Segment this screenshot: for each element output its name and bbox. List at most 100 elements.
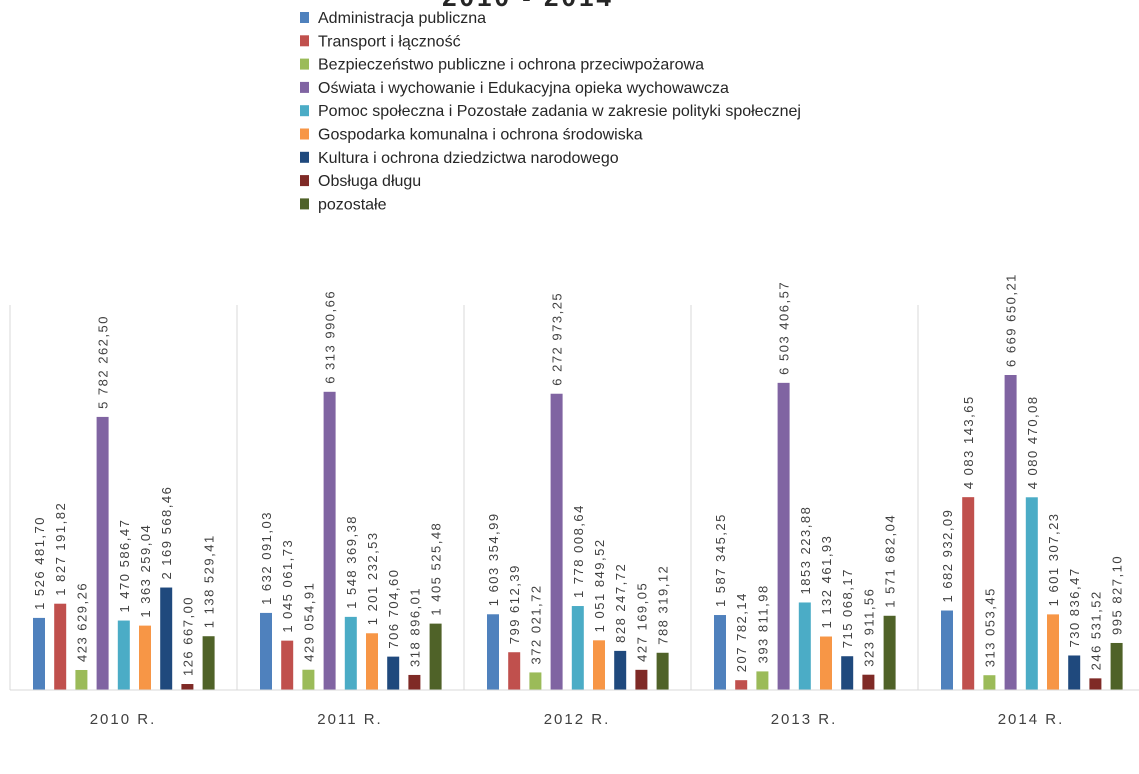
data-label: 1 571 682,04 bbox=[883, 514, 898, 608]
data-label: 788 319,12 bbox=[656, 565, 671, 645]
data-label: 1 470 586,47 bbox=[117, 519, 132, 613]
data-label: 715 068,17 bbox=[840, 568, 855, 648]
bar bbox=[1025, 497, 1038, 690]
bar bbox=[1047, 614, 1059, 690]
data-label: 1 601 307,23 bbox=[1046, 512, 1061, 606]
legend-entry: Gospodarka komunalna i ochrona środowisk… bbox=[318, 127, 643, 144]
bar bbox=[181, 684, 194, 690]
bar bbox=[883, 615, 896, 690]
value-labels: 1 526 481,70 1 827 191,82 423 629,26 5 782 … bbox=[32, 273, 1125, 676]
bar bbox=[1110, 642, 1123, 690]
data-label: 706 704,60 bbox=[386, 569, 401, 649]
bar bbox=[33, 617, 45, 690]
bar bbox=[550, 393, 563, 690]
bar bbox=[323, 391, 336, 690]
legend-swatch bbox=[300, 12, 309, 23]
data-label: 246 531,52 bbox=[1088, 590, 1103, 670]
bar bbox=[1004, 375, 1017, 690]
data-label: 4 080 470,08 bbox=[1025, 395, 1040, 489]
data-label: 1 587 345,25 bbox=[713, 513, 728, 607]
data-label: 423 629,26 bbox=[74, 582, 89, 662]
bar bbox=[1068, 655, 1081, 690]
data-label: 1 682 932,09 bbox=[940, 509, 955, 603]
bar bbox=[798, 602, 811, 690]
bar bbox=[983, 675, 996, 690]
data-label: 313 053,45 bbox=[982, 587, 997, 667]
data-label: 1 603 354,99 bbox=[486, 512, 501, 606]
bar bbox=[756, 671, 769, 690]
data-label: 6 313 990,66 bbox=[323, 290, 338, 384]
legend-swatch bbox=[300, 128, 309, 140]
bar bbox=[962, 497, 975, 690]
data-label: 318 896,01 bbox=[407, 587, 422, 667]
bar bbox=[160, 587, 173, 690]
legend-swatch bbox=[300, 151, 309, 163]
data-label: 372 021,72 bbox=[528, 584, 543, 664]
data-label: 828 247,72 bbox=[613, 563, 628, 643]
legend-swatch bbox=[300, 198, 309, 210]
bar bbox=[735, 680, 748, 690]
bar bbox=[366, 633, 378, 690]
data-label: 1 201 232,53 bbox=[365, 531, 380, 625]
bar bbox=[408, 674, 421, 690]
data-label: 1 405 525,48 bbox=[429, 522, 444, 616]
data-label: 1 827 191,82 bbox=[53, 502, 68, 596]
legend-entry: Transport i łączność bbox=[318, 33, 461, 50]
bar bbox=[529, 672, 542, 690]
category-label: 2014 R. bbox=[998, 711, 1065, 728]
bar bbox=[260, 612, 272, 690]
category-separators bbox=[9, 305, 919, 690]
legend-entry: Administracja publiczna bbox=[318, 10, 486, 27]
category-label: 2012 R. bbox=[544, 711, 611, 728]
data-label: 4 083 143,65 bbox=[961, 395, 976, 489]
legend-entry: Obsługa długu bbox=[318, 173, 421, 190]
bar bbox=[281, 640, 294, 690]
bar bbox=[614, 650, 627, 690]
data-label: 427 169,05 bbox=[634, 582, 649, 662]
bar bbox=[635, 669, 648, 690]
data-label: 207 782,14 bbox=[734, 592, 749, 672]
bar bbox=[344, 616, 357, 690]
bar bbox=[593, 640, 605, 690]
data-label: 1 363 259,04 bbox=[138, 524, 153, 618]
data-label: 6 503 406,57 bbox=[777, 281, 792, 375]
legend-swatch bbox=[300, 175, 309, 187]
data-label: 2 169 568,46 bbox=[159, 486, 174, 580]
category-labels: 2010 R. 2011 R. 2012 R. 2013 R. 2014 R. bbox=[90, 711, 1065, 728]
data-label: 1 045 061,73 bbox=[280, 539, 295, 633]
data-label: 1 132 461,93 bbox=[819, 535, 834, 629]
data-label: 995 827,10 bbox=[1110, 555, 1125, 635]
data-label: 1 051 849,52 bbox=[592, 538, 607, 632]
bar bbox=[862, 674, 875, 690]
data-label: 393 811,98 bbox=[755, 584, 770, 663]
data-label: 6 272 973,25 bbox=[550, 292, 565, 386]
data-label: 799 612,39 bbox=[507, 564, 522, 644]
legend-swatch bbox=[300, 81, 309, 93]
bar bbox=[508, 652, 521, 690]
bar bbox=[54, 603, 67, 690]
bar bbox=[487, 614, 499, 690]
bar bbox=[302, 669, 315, 690]
legend-entry: Bezpieczeństwo publiczne i ochrona przec… bbox=[318, 57, 704, 74]
legend-entry: pozostałe bbox=[318, 196, 387, 213]
bar bbox=[202, 636, 215, 690]
data-label: 1 526 481,70 bbox=[32, 516, 47, 610]
bar bbox=[820, 636, 832, 690]
category-label: 2010 R. bbox=[90, 711, 157, 728]
bar bbox=[139, 625, 151, 690]
bar bbox=[941, 610, 953, 690]
bar bbox=[96, 416, 109, 690]
bar bbox=[387, 656, 400, 690]
data-label: 5 782 262,50 bbox=[96, 315, 111, 409]
bar bbox=[571, 606, 584, 690]
data-label: 1853 223,88 bbox=[798, 506, 813, 595]
bar bbox=[1089, 678, 1102, 690]
bar bbox=[714, 615, 726, 690]
data-label: 730 836,47 bbox=[1067, 567, 1082, 647]
legend-entry: Oświata i wychowanie i Edukacyjna opieka… bbox=[318, 80, 729, 97]
data-label: 1 138 529,41 bbox=[202, 534, 217, 628]
data-label: 1 632 091,03 bbox=[259, 511, 274, 605]
bar bbox=[777, 382, 790, 690]
chart-title: 2010 - 2014 bbox=[442, 0, 614, 12]
